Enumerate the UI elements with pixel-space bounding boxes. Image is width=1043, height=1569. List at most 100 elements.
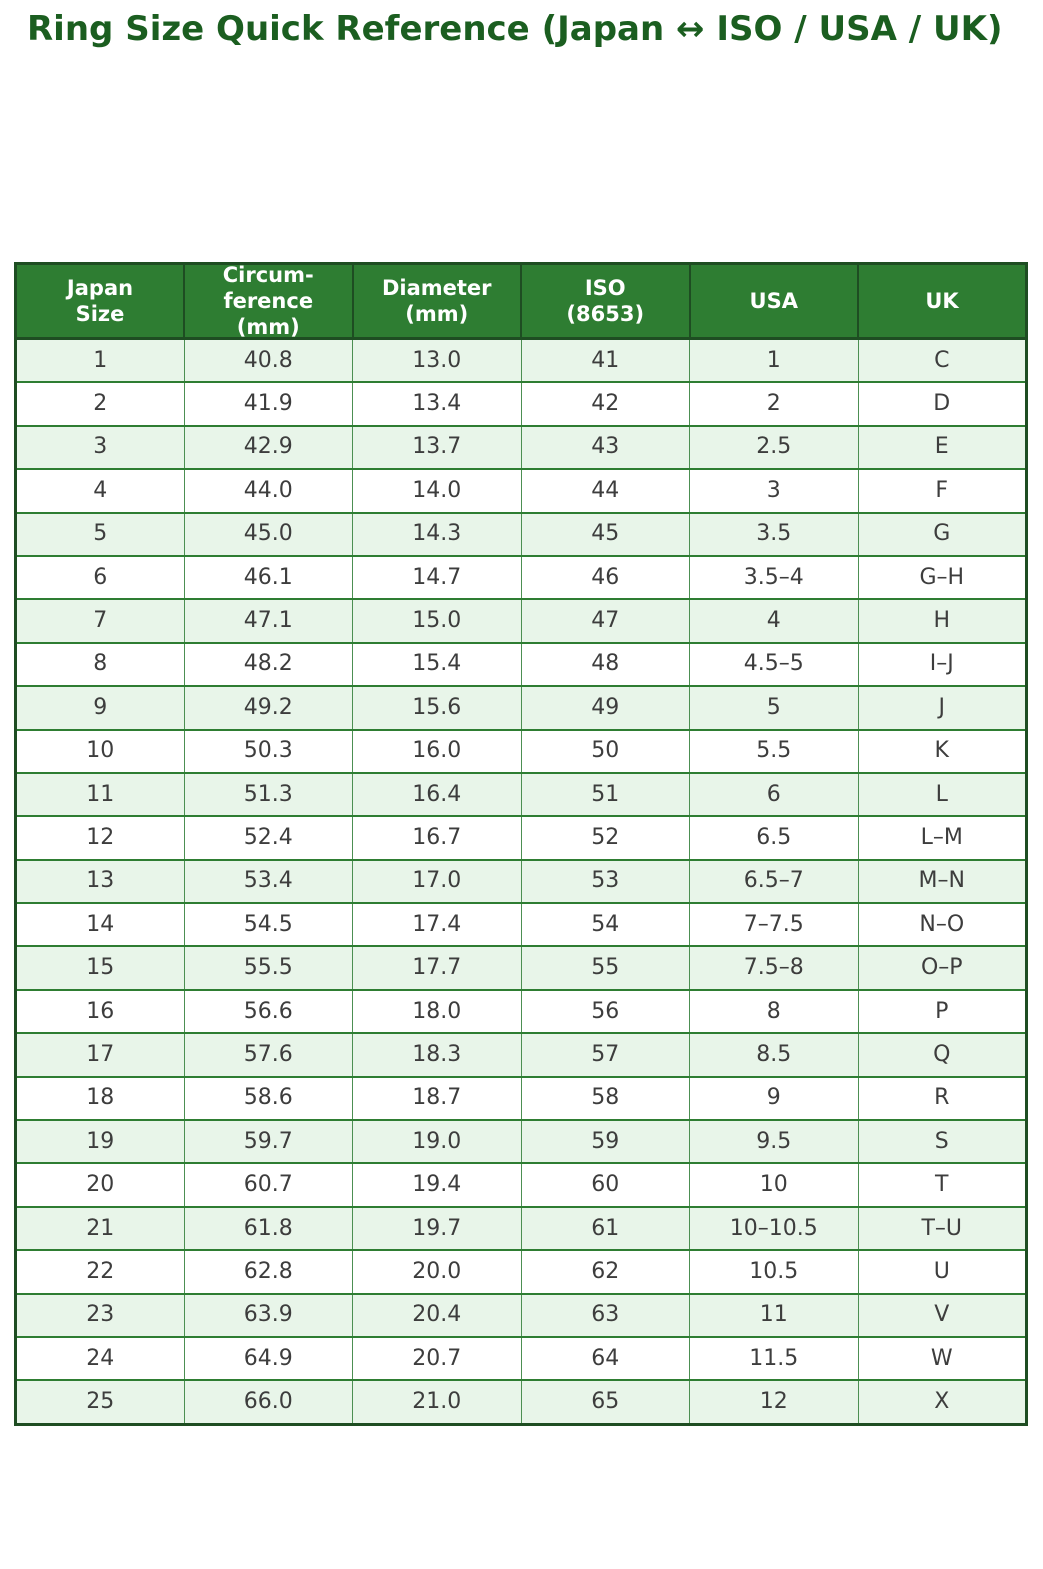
table-row: 1 40.8 13.0 41 1 C — [15, 337, 1027, 383]
table-cell: 12 — [15, 815, 184, 860]
table-cell: 7–7.5 — [689, 902, 858, 947]
table-cell: Q — [857, 1032, 1027, 1077]
table-row: 20 60.7 19.4 60 10 T — [15, 1162, 1027, 1207]
table-cell: 42 — [520, 381, 690, 426]
table-row: 23 63.9 20.4 63 11 V — [15, 1292, 1027, 1337]
table-cell: 65 — [520, 1379, 690, 1425]
table-row: 24 64.9 20.7 64 11.5 W — [15, 1335, 1027, 1381]
table-cell: 18 — [15, 1075, 184, 1121]
table-cell: 53 — [520, 858, 690, 904]
table-cell: 12 — [689, 1379, 858, 1425]
table-row: 22 62.8 20.0 62 10.5 U — [15, 1249, 1027, 1294]
table-row: 12 52.4 16.7 52 6.5 L–M — [15, 815, 1027, 860]
table-cell: 14 — [15, 902, 184, 947]
table-cell: G–H — [857, 554, 1027, 600]
table-cell: 14.0 — [352, 468, 521, 513]
table-cell: 15.0 — [352, 598, 521, 643]
table-cell: 55.5 — [183, 945, 353, 990]
table-cell: 46.1 — [183, 554, 353, 600]
table-cell: 1 — [689, 337, 858, 383]
table-cell: 56 — [520, 988, 690, 1034]
table-row: 14 54.5 17.4 54 7–7.5 N–O — [15, 902, 1027, 947]
table-row: 18 58.6 18.7 58 9 R — [15, 1075, 1027, 1121]
table-cell: 42.9 — [183, 424, 353, 470]
table-cell: 23 — [15, 1292, 184, 1337]
table-row: 15 55.5 17.7 55 7.5–8 O–P — [15, 945, 1027, 990]
table-cell: 10 — [15, 728, 184, 773]
table-cell: 16.7 — [352, 815, 521, 860]
table-cell: V — [857, 1292, 1027, 1337]
table-cell: 64 — [520, 1335, 690, 1381]
table-cell: 2 — [689, 381, 858, 426]
table-cell: 49 — [520, 685, 690, 730]
table-cell: U — [857, 1249, 1027, 1294]
table-row: 10 50.3 16.0 50 5.5 K — [15, 728, 1027, 773]
table-cell: 40.8 — [183, 337, 353, 383]
table-cell: 6.5–7 — [689, 858, 858, 904]
table-cell: I–J — [857, 641, 1027, 687]
table-cell: 62.8 — [183, 1249, 353, 1294]
table-cell: 47 — [520, 598, 690, 643]
table-row: 9 49.2 15.6 49 5 J — [15, 685, 1027, 730]
table-cell: 9.5 — [689, 1119, 858, 1164]
table-cell: 9 — [689, 1075, 858, 1121]
table-row: 25 66.0 21.0 65 12 X — [15, 1379, 1027, 1425]
column-header-label: Japan Size — [66, 276, 134, 326]
table-cell: 10–10.5 — [689, 1205, 858, 1251]
table-cell: 41.9 — [183, 381, 353, 426]
table-cell: 13.4 — [352, 381, 521, 426]
table-cell: 8.5 — [689, 1032, 858, 1077]
table-cell: K — [857, 728, 1027, 773]
table-cell: 5.5 — [689, 728, 858, 773]
table-cell: 45.0 — [183, 511, 353, 556]
table-cell: 10 — [689, 1162, 858, 1207]
table-cell: 20.4 — [352, 1292, 521, 1337]
table-cell: X — [857, 1379, 1027, 1425]
table-cell: 47.1 — [183, 598, 353, 643]
table-cell: 48.2 — [183, 641, 353, 687]
table-cell: 21 — [15, 1205, 184, 1251]
table-cell: 50 — [520, 728, 690, 773]
table-cell: 52.4 — [183, 815, 353, 860]
column-header: Diameter (mm) — [351, 263, 521, 340]
table-cell: 3.5 — [689, 511, 858, 556]
table-row: 8 48.2 15.4 48 4.5–5 I–J — [15, 641, 1027, 687]
table-cell: 6 — [15, 554, 184, 600]
table-cell: F — [857, 468, 1027, 513]
table-cell: 11.5 — [689, 1335, 858, 1381]
table-cell: 5 — [15, 511, 184, 556]
table-row: 7 47.1 15.0 47 4 H — [15, 598, 1027, 643]
table-cell: 15.6 — [352, 685, 521, 730]
table-cell: 19.4 — [352, 1162, 521, 1207]
table-cell: 46 — [520, 554, 690, 600]
column-header-label: Circum- ference (mm) — [222, 265, 314, 337]
table-cell: 18.3 — [352, 1032, 521, 1077]
table-cell: 6.5 — [689, 815, 858, 860]
table-cell: 22 — [15, 1249, 184, 1294]
table-cell: 11 — [689, 1292, 858, 1337]
table-row: 13 53.4 17.0 53 6.5–7 M–N — [15, 858, 1027, 904]
table-cell: 49.2 — [183, 685, 353, 730]
table-cell: 53.4 — [183, 858, 353, 904]
table-cell: 2 — [15, 381, 184, 426]
table-row: 21 61.8 19.7 61 10–10.5 T–U — [15, 1205, 1027, 1251]
table-cell: C — [857, 337, 1027, 383]
column-header: ISO (8653) — [520, 263, 690, 340]
table-row: 2 41.9 13.4 42 2 D — [15, 381, 1027, 426]
table-row: 6 46.1 14.7 46 3.5–4 G–H — [15, 554, 1027, 600]
table-cell: J — [857, 685, 1027, 730]
table-cell: O–P — [857, 945, 1027, 990]
table-cell: 16.0 — [352, 728, 521, 773]
table-cell: 20.7 — [352, 1335, 521, 1381]
table-cell: 4.5–5 — [689, 641, 858, 687]
table-cell: 6 — [689, 771, 858, 817]
table-row: 4 44.0 14.0 44 3 F — [15, 468, 1027, 513]
table-cell: 15.4 — [352, 641, 521, 687]
table-cell: 19.7 — [352, 1205, 521, 1251]
table-cell: 3 — [689, 468, 858, 513]
table-cell: 44.0 — [183, 468, 353, 513]
table-cell: T–U — [857, 1205, 1027, 1251]
table-cell: P — [857, 988, 1027, 1034]
table-cell: 7.5–8 — [689, 945, 858, 990]
table-cell: 48 — [520, 641, 690, 687]
